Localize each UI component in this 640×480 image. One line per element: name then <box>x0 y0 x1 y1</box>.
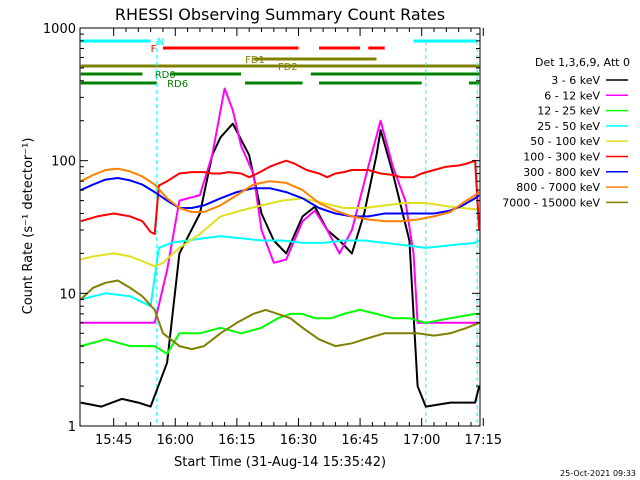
series-line-3 <box>80 235 480 308</box>
legend-label-2: 12 - 25 keV <box>537 105 600 118</box>
y-tick-label-2: 100 <box>51 155 76 170</box>
x-tick-label-5: 17:00 <box>403 433 440 448</box>
x-tick-label-1: 16:00 <box>157 433 194 448</box>
series-group <box>80 87 481 408</box>
flag-label-3: FD2 <box>278 62 298 73</box>
series-line-4 <box>80 197 480 268</box>
series-line-0 <box>80 122 481 408</box>
legend-label-3: 25 - 50 keV <box>537 120 600 133</box>
y-axis-label: Count Rate (s⁻¹ detector⁻¹) <box>21 138 36 315</box>
series-line-8 <box>80 279 480 351</box>
y-tick-label-1: 10 <box>59 287 76 302</box>
y-tick-label-3: 1000 <box>43 22 76 37</box>
x-axis-label: Start Time (31-Aug-14 15:35:42) <box>174 455 386 470</box>
legend-label-4: 50 - 100 keV <box>530 135 600 148</box>
legend-label-6: 300 - 800 keV <box>523 166 600 179</box>
x-tick-label-0: 15:45 <box>95 433 132 448</box>
flag-label-5: RD6 <box>167 79 188 90</box>
legend-label-1: 6 - 12 keV <box>544 89 600 102</box>
x-tick-label-6: 17:15 <box>465 433 502 448</box>
flag-label-1: F <box>151 44 157 55</box>
series-line-7 <box>80 167 480 223</box>
flag-label-2: FD1 <box>245 55 265 66</box>
x-tick-label-4: 16:45 <box>341 433 378 448</box>
x-tick-label-2: 16:15 <box>218 433 255 448</box>
y-tick-label-0: 1 <box>68 420 76 435</box>
legend-header: Det 1,3,6,9, Att 0 <box>535 56 630 69</box>
series-line-1 <box>80 87 480 324</box>
footer-date: 25-Oct-2021 09:33 <box>560 469 636 478</box>
flag-label-0: N <box>157 37 164 48</box>
chart-title: RHESSI Observing Summary Count Rates <box>115 5 445 24</box>
legend-label-5: 100 - 300 keV <box>523 151 600 164</box>
legend-label-8: 7000 - 15000 keV <box>502 196 600 209</box>
x-tick-label-3: 16:30 <box>280 433 317 448</box>
legend: 3 - 6 keV 6 - 12 keV 12 - 25 keV 25 - 50 ke… <box>502 74 628 209</box>
plot-frame <box>79 27 481 427</box>
legend-label-0: 3 - 6 keV <box>551 74 600 87</box>
series-line-2 <box>80 308 480 355</box>
series-line-5 <box>80 159 481 235</box>
axis-ticks: 15:45 16:00 16:15 16:30 16:45 17:00 17:15 1 10 10… <box>43 22 502 448</box>
legend-label-7: 800 - 7000 keV <box>516 181 600 194</box>
flag-label-4: RD0 <box>155 70 176 81</box>
series-line-6 <box>80 177 480 218</box>
